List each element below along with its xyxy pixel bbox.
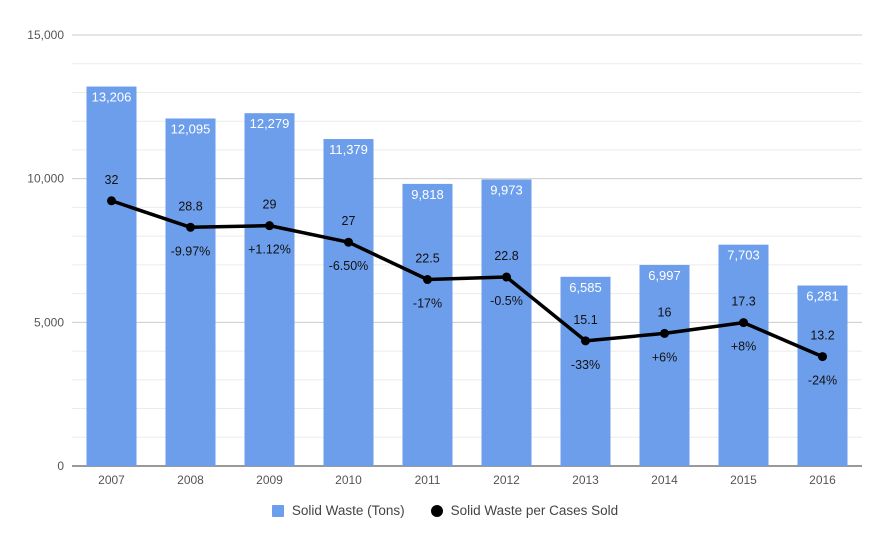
line-point <box>265 221 274 231</box>
x-tick-label: 2013 <box>572 473 599 487</box>
pct-change-label: -24% <box>808 374 837 388</box>
line-value-label: 15.1 <box>573 313 597 327</box>
x-tick-label: 2014 <box>651 473 678 487</box>
pct-change-label: +1.12% <box>248 243 291 257</box>
bar-value-label: 13,206 <box>92 90 132 105</box>
bar <box>639 264 690 466</box>
bars <box>86 86 848 467</box>
bar <box>86 86 137 466</box>
pct-change-label: -17% <box>413 297 442 311</box>
x-tick-label: 2008 <box>177 473 204 487</box>
bar-value-label: 6,585 <box>569 280 602 295</box>
x-tick-label: 2015 <box>730 473 757 487</box>
line-value-label: 16 <box>658 305 672 319</box>
line-value-label: 22.5 <box>415 252 439 266</box>
chart: 0 5,000 10,000 15,000 13,206 12,095 12,279 11,… <box>27 28 862 487</box>
bar-value-label: 7,703 <box>727 248 760 263</box>
legend-item-line[interactable]: Solid Waste per Cases Sold <box>430 503 619 518</box>
bar-value-label: 9,818 <box>411 187 444 202</box>
pct-change-label: -9.97% <box>171 244 211 258</box>
line-series <box>107 196 827 362</box>
line-value-label: 22.8 <box>494 249 518 263</box>
y-tick-label: 10,000 <box>27 172 64 186</box>
line-value-label: 17.3 <box>731 295 755 309</box>
line-point <box>818 352 827 362</box>
legend-dot-swatch <box>430 504 443 517</box>
x-tick-label: 2007 <box>98 473 125 487</box>
bar-value-label: 6,281 <box>806 289 839 304</box>
bar-value-label: 9,973 <box>490 182 523 197</box>
x-tick-label: 2016 <box>809 473 836 487</box>
bar <box>165 118 216 466</box>
line-point <box>581 336 590 346</box>
y-axis-ticks: 0 5,000 10,000 15,000 <box>27 28 64 473</box>
bar-value-label: 11,379 <box>329 142 368 157</box>
y-tick-label: 15,000 <box>27 28 64 42</box>
pct-change-label: +6% <box>652 350 677 364</box>
line-value-label: 28.8 <box>178 199 202 213</box>
bar <box>481 179 532 467</box>
bar <box>560 276 611 466</box>
bar <box>244 113 295 466</box>
x-tick-label: 2011 <box>415 473 441 487</box>
x-axis-ticks: 2007 2008 2009 2010 2011 2012 2013 2014 2015 2016 <box>98 473 836 487</box>
legend: Solid Waste (Tons) Solid Waste per Cases… <box>0 503 890 518</box>
y-tick-label: 0 <box>57 459 64 473</box>
line-point <box>660 328 669 338</box>
line-value-label: 32 <box>105 173 119 187</box>
legend-item-bar[interactable]: Solid Waste (Tons) <box>271 503 405 518</box>
line-point <box>107 196 116 206</box>
bar-value-label: 12,279 <box>250 116 290 131</box>
line-labels: 32 28.8 -9.97% 29 +1.12% 27 -6.50% 22.5 -17% 22.8… <box>105 173 838 388</box>
legend-bar-swatch <box>271 504 284 517</box>
legend-label-bar: Solid Waste (Tons) <box>291 503 405 518</box>
line-value-label: 13.2 <box>810 329 834 343</box>
bar <box>323 139 374 466</box>
bar-value-label: 6,997 <box>648 268 681 283</box>
bar <box>718 244 769 466</box>
line-value-label: 27 <box>342 214 356 228</box>
y-tick-label: 5,000 <box>34 315 64 329</box>
bar <box>402 183 453 467</box>
line-point <box>502 272 511 282</box>
bar <box>797 285 848 466</box>
line-value-label: 29 <box>263 198 277 212</box>
pct-change-label: -6.50% <box>329 259 369 273</box>
pct-change-label: -33% <box>571 358 600 372</box>
bar-value-label: 12,095 <box>171 121 211 136</box>
legend-label-line: Solid Waste per Cases Sold <box>450 503 619 518</box>
bar-labels: 13,206 12,095 12,279 11,379 9,818 9,973 6,585 6… <box>92 90 839 304</box>
pct-change-label: +8% <box>731 340 756 354</box>
line-point <box>186 222 195 232</box>
series-line <box>110 199 824 359</box>
x-tick-label: 2009 <box>256 473 283 487</box>
line-point <box>344 237 353 247</box>
x-tick-label: 2012 <box>493 473 520 487</box>
pct-change-label: -0.5% <box>490 294 523 308</box>
line-point <box>423 275 432 285</box>
line-point <box>739 318 748 328</box>
x-tick-label: 2010 <box>335 473 362 487</box>
